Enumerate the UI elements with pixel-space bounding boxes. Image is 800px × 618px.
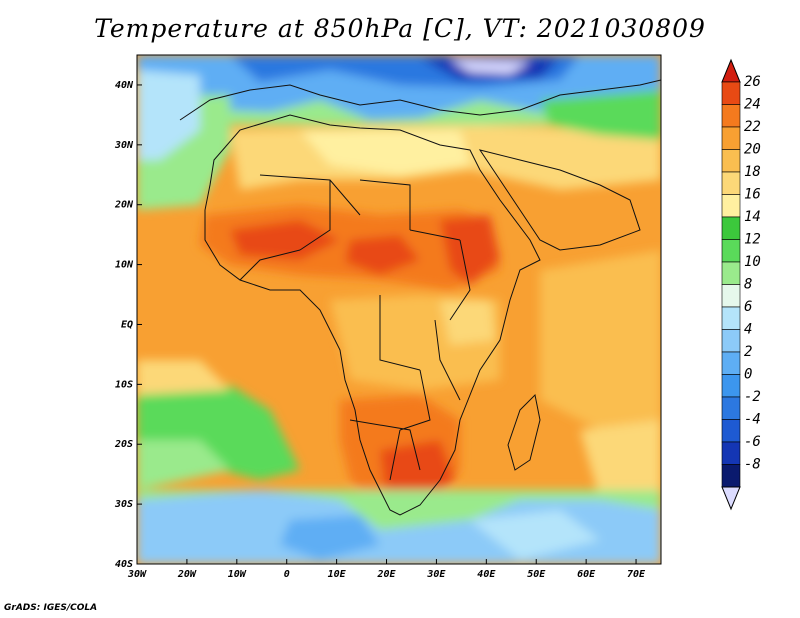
- x-tick-label: 50E: [527, 569, 546, 580]
- colorbar-swatch: [721, 216, 741, 240]
- colorbar-swatch: [721, 374, 741, 398]
- colorbar-label: 10: [744, 254, 761, 270]
- colorbar-label: 18: [744, 164, 761, 180]
- colorbar-min-arrow: [721, 486, 741, 511]
- colorbar-swatch: [721, 464, 741, 488]
- map-title: Temperature at 850hPa [C], VT: 202103080…: [94, 14, 706, 43]
- colorbar-label: -6: [744, 434, 761, 450]
- colorbar-swatch: [721, 351, 741, 375]
- colorbar-swatch: [721, 126, 741, 150]
- colorbar-max-arrow: [721, 58, 741, 83]
- x-tick-label: 20E: [376, 569, 396, 580]
- y-tick-label: 40N: [115, 80, 134, 91]
- colorbar-swatch: [721, 284, 741, 308]
- x-tick-label: 70E: [627, 569, 646, 580]
- colorbar-swatch: [721, 149, 741, 173]
- colorbar-swatch: [721, 441, 741, 465]
- y-tick-label: 20N: [114, 200, 134, 211]
- y-tick-label: 40S: [115, 559, 133, 570]
- colorbar-label: 22: [744, 119, 761, 135]
- colorbar-label: 6: [744, 299, 752, 315]
- x-tick-label: 60E: [577, 569, 596, 580]
- colorbar-label: 4: [744, 322, 752, 338]
- colorbar-label: -4: [744, 412, 761, 428]
- x-tick-label: 10E: [328, 569, 347, 580]
- y-tick-label: 30S: [114, 499, 133, 510]
- y-tick-label: EQ: [121, 319, 133, 330]
- colorbar-label: 16: [744, 187, 761, 203]
- africa-coastline: [204, 114, 541, 516]
- colorbar-swatch: [721, 396, 741, 420]
- x-tick-label: 30E: [426, 569, 446, 580]
- colorbar-swatch: [721, 261, 741, 285]
- x-tick-label: 30W: [127, 569, 147, 580]
- colorbar-label: -2: [744, 389, 761, 405]
- colorbar-label: 12: [744, 232, 761, 248]
- arabia-coastline: [478, 149, 641, 251]
- colorbar-label: 8: [744, 277, 752, 293]
- colorbar-swatch: [721, 306, 741, 330]
- colorbar-label: 2: [744, 344, 752, 360]
- coastlines: [179, 79, 661, 516]
- x-tick-label: 0: [284, 569, 290, 580]
- colorbar-swatch: [721, 194, 741, 218]
- colorbar-label: 14: [744, 209, 761, 225]
- country-borders: [239, 174, 471, 481]
- y-tick-label: 10S: [115, 379, 133, 390]
- europe-coastline: [179, 79, 661, 121]
- x-tick-label: 20W: [177, 569, 197, 580]
- madagascar-coastline: [507, 393, 541, 471]
- y-tick-label: 30N: [114, 140, 134, 151]
- colorbar-swatch: [721, 419, 741, 443]
- map-frame: [136, 54, 662, 565]
- x-axis: 30W 20W 10W 0 10E 20E 30E 40E 50E 60E 70E: [127, 559, 646, 580]
- colorbar-label: 26: [744, 74, 761, 90]
- y-tick-label: 10N: [115, 260, 134, 271]
- colorbar-label: -8: [744, 457, 761, 473]
- x-tick-label: 10W: [228, 569, 247, 580]
- colorbar-swatch: [721, 81, 741, 105]
- colorbar-label: 20: [744, 142, 761, 158]
- x-tick-label: 40E: [477, 569, 496, 580]
- colorbar-label: 0: [744, 367, 752, 383]
- colorbar-label: 24: [744, 97, 761, 113]
- footer-credit: GrADS: IGES/COLA: [4, 603, 98, 613]
- y-axis: 40N 30N 20N 10N EQ 10S 20S 30S 40S: [114, 80, 142, 570]
- temperature-field: [137, 55, 661, 564]
- colorbar-swatch: [721, 239, 741, 263]
- y-tick-label: 20S: [114, 439, 133, 450]
- colorbar-swatch: [721, 104, 741, 128]
- colorbar-swatch: [721, 329, 741, 353]
- colorbar-swatch: [721, 171, 741, 195]
